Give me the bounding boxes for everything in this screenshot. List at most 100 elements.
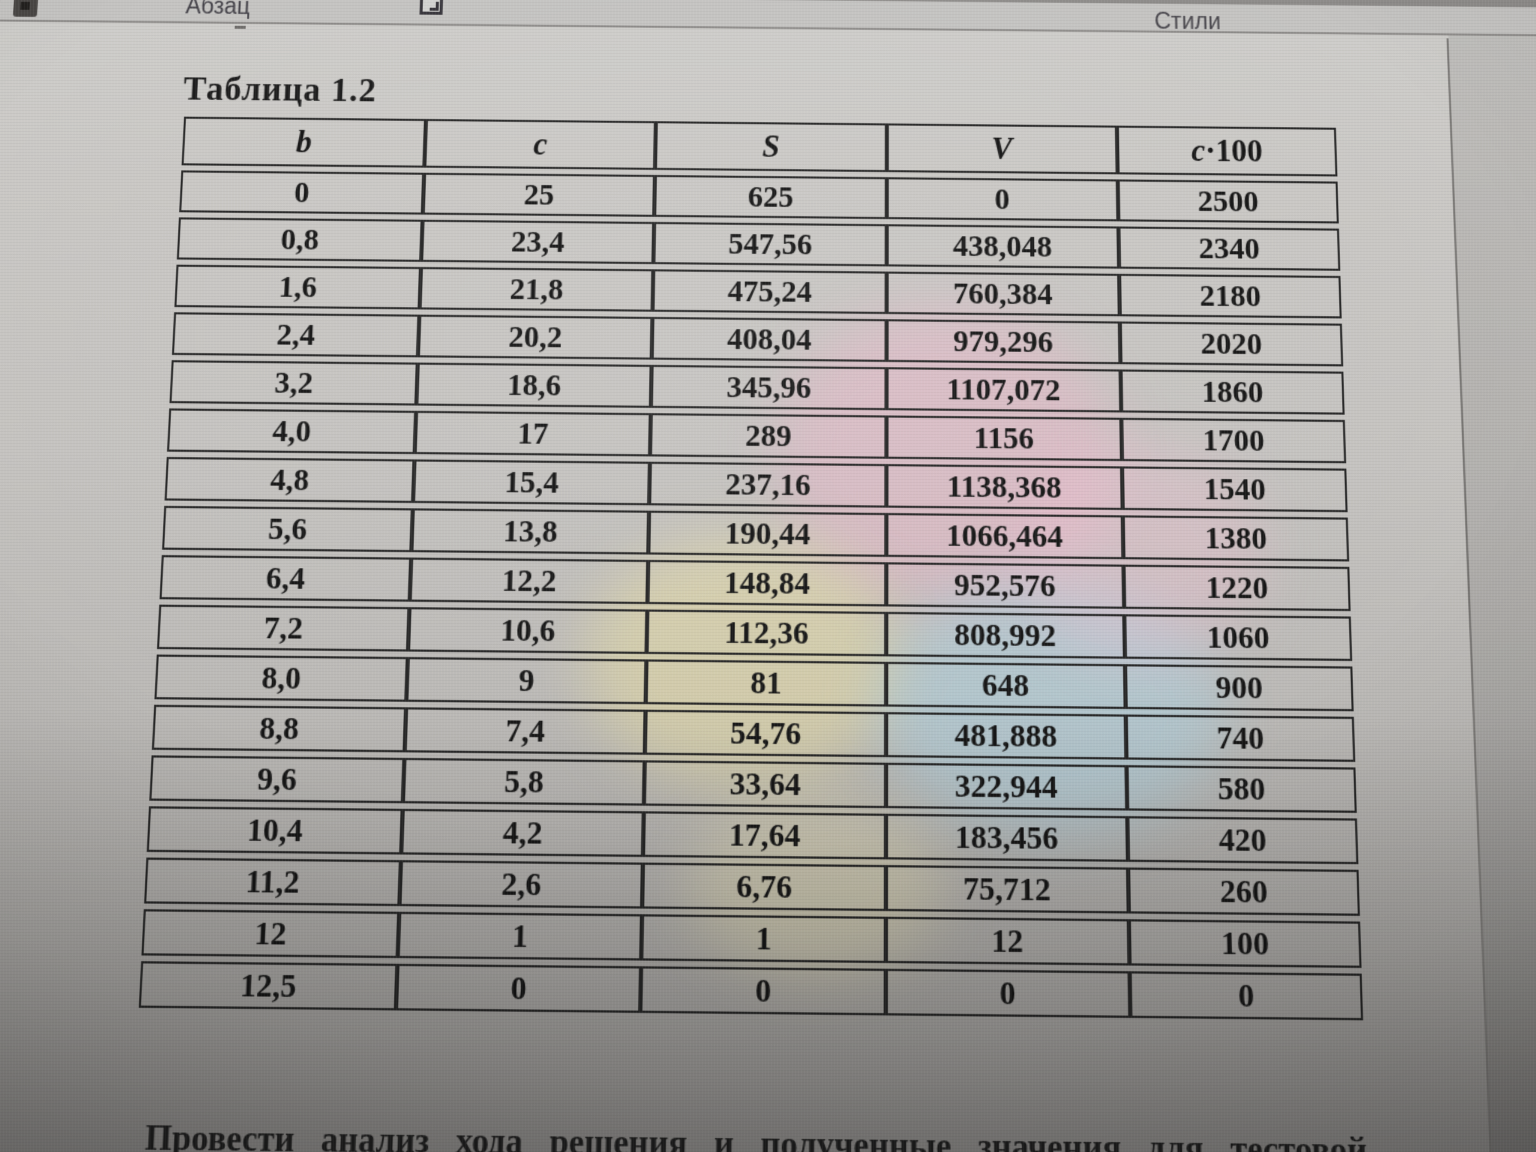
paragraph-dialog-launcher-icon[interactable] — [419, 0, 444, 15]
table-row: 3,2 18,6 345,96 1107,072 1860 — [169, 360, 1345, 415]
table-cell[interactable]: 54,76 — [645, 709, 886, 758]
table-cell[interactable]: 0 — [179, 170, 424, 215]
table-cell[interactable]: 900 — [1124, 664, 1354, 712]
table-caption[interactable]: Таблица 1.2 — [182, 70, 378, 110]
table-cell[interactable]: 740 — [1125, 714, 1356, 762]
table-cell[interactable]: 1220 — [1123, 564, 1351, 612]
table-cell[interactable]: 6,76 — [642, 862, 886, 912]
table-cell[interactable]: 7,2 — [156, 604, 410, 652]
table-cell[interactable]: 10,4 — [146, 806, 403, 855]
table-cell[interactable]: 75,712 — [885, 865, 1129, 914]
table-cell[interactable]: 4,0 — [167, 408, 416, 455]
table-cell[interactable]: 2,6 — [399, 860, 644, 909]
table-cell[interactable]: 0 — [395, 963, 642, 1013]
table-cell[interactable]: 260 — [1128, 867, 1360, 916]
table-cell[interactable]: 2500 — [1117, 179, 1339, 224]
table-cell[interactable]: 1 — [641, 914, 886, 964]
table-cell[interactable]: 2340 — [1118, 226, 1341, 271]
table-cell[interactable]: 1 — [397, 911, 643, 961]
table-cell[interactable]: 190,44 — [648, 510, 886, 557]
table-cell[interactable]: 1138,368 — [885, 464, 1123, 510]
table-cell[interactable]: 12,2 — [409, 557, 649, 605]
table-cell[interactable]: 2,4 — [171, 312, 420, 358]
table-cell[interactable]: 475,24 — [652, 269, 887, 315]
table-cell[interactable]: 1066,464 — [885, 512, 1124, 560]
table-cell[interactable]: 979,296 — [886, 319, 1121, 365]
table-cell[interactable]: 481,888 — [885, 712, 1127, 760]
table-cell[interactable]: 1060 — [1124, 614, 1353, 662]
table-cell[interactable]: 25 — [422, 172, 656, 217]
table-cell[interactable]: 4,8 — [164, 456, 415, 503]
ribbon-group-icon[interactable] — [12, 0, 39, 17]
table-cell[interactable]: 0 — [640, 966, 886, 1016]
table-cell[interactable]: 6,4 — [159, 555, 411, 602]
table-cell[interactable]: 648 — [885, 661, 1126, 710]
table-cell[interactable]: 13,8 — [411, 508, 650, 555]
table-cell[interactable]: 183,456 — [885, 813, 1128, 862]
table-cell[interactable]: 4,2 — [400, 808, 645, 857]
table-cell[interactable]: 10,6 — [407, 607, 648, 654]
table-cell[interactable]: 237,16 — [649, 461, 887, 508]
table-header-cell[interactable]: S — [655, 121, 887, 173]
table-cell[interactable]: 1107,072 — [886, 367, 1122, 413]
table-cell[interactable]: 23,4 — [420, 219, 655, 265]
table-cell[interactable]: 33,64 — [644, 760, 886, 809]
task-paragraph[interactable]: Провести анализ хода решения и полученны… — [141, 1109, 1370, 1152]
table-cell[interactable]: 112,36 — [646, 609, 886, 657]
table-cell[interactable]: 81 — [645, 659, 886, 707]
table-cell[interactable]: 20,2 — [417, 314, 653, 360]
table-cell[interactable]: 952,576 — [885, 562, 1125, 609]
table-cell[interactable]: 18,6 — [416, 362, 652, 408]
table-cell[interactable]: 9 — [406, 657, 647, 705]
table-cell[interactable]: 420 — [1127, 816, 1359, 865]
table-cell[interactable]: 8,8 — [151, 704, 406, 753]
table-cell[interactable]: 17,64 — [643, 811, 886, 860]
table-cell[interactable]: 0 — [1129, 971, 1364, 1021]
table-cell[interactable]: 0 — [886, 177, 1119, 222]
table-cell[interactable]: 625 — [654, 174, 887, 220]
table-cell[interactable]: 0,8 — [176, 217, 423, 262]
table-cell[interactable]: 15,4 — [412, 459, 651, 506]
table-cell[interactable]: 2180 — [1119, 273, 1342, 319]
table-cell[interactable]: 12,5 — [138, 961, 398, 1011]
table-cell[interactable]: 808,992 — [885, 611, 1125, 659]
table-cell[interactable]: 1860 — [1120, 369, 1345, 415]
table-cell[interactable]: 322,944 — [885, 762, 1128, 811]
table-cell[interactable]: 408,04 — [651, 316, 887, 362]
table-cell[interactable]: 1540 — [1122, 466, 1348, 513]
table-cell[interactable]: 289 — [650, 413, 887, 459]
table-cell[interactable]: 580 — [1126, 765, 1357, 813]
table-cell[interactable]: 547,56 — [653, 221, 887, 267]
table-cell[interactable]: 2020 — [1119, 321, 1344, 367]
table-cell[interactable]: 5,6 — [162, 505, 413, 553]
table-cell[interactable]: 7,4 — [404, 707, 646, 755]
paragraph-line-1[interactable]: Провести анализ хода решения и полученны… — [144, 1115, 1368, 1152]
table-cell[interactable]: 760,384 — [886, 271, 1120, 317]
table-cell[interactable]: 3,2 — [169, 360, 418, 406]
table-cell[interactable]: 100 — [1128, 919, 1362, 968]
table-header-cell[interactable]: b — [181, 116, 426, 168]
table-cell[interactable]: 438,048 — [886, 224, 1120, 269]
table-cell[interactable]: 148,84 — [647, 559, 886, 607]
table-cell[interactable]: 11,2 — [144, 857, 401, 907]
table-cell[interactable]: 1,6 — [174, 264, 421, 310]
table-header-cell[interactable]: c·100 — [1116, 125, 1338, 177]
table-cell[interactable]: 0 — [885, 968, 1131, 1018]
table-cell[interactable]: 12 — [885, 916, 1130, 966]
table-cell[interactable]: 345,96 — [651, 364, 887, 411]
table-cell[interactable]: 17 — [414, 410, 651, 457]
table-cell[interactable]: 9,6 — [149, 755, 405, 804]
table-row: 12,5 0 0 0 0 — [138, 961, 1364, 1021]
table-cell[interactable]: 1156 — [886, 415, 1122, 462]
table-header-cell[interactable]: c — [424, 118, 657, 170]
table-cell[interactable]: 1380 — [1122, 515, 1350, 562]
table-row: 8,8 7,4 54,76 481,888 740 — [151, 704, 1356, 762]
table-cell[interactable]: 1700 — [1121, 417, 1347, 464]
table-cell[interactable]: 21,8 — [419, 267, 654, 312]
table-header-cell[interactable]: V — [886, 123, 1118, 175]
table-cell[interactable]: 5,8 — [402, 757, 645, 806]
table-cell[interactable]: 8,0 — [154, 654, 408, 702]
table-cell[interactable]: 12 — [141, 909, 400, 959]
